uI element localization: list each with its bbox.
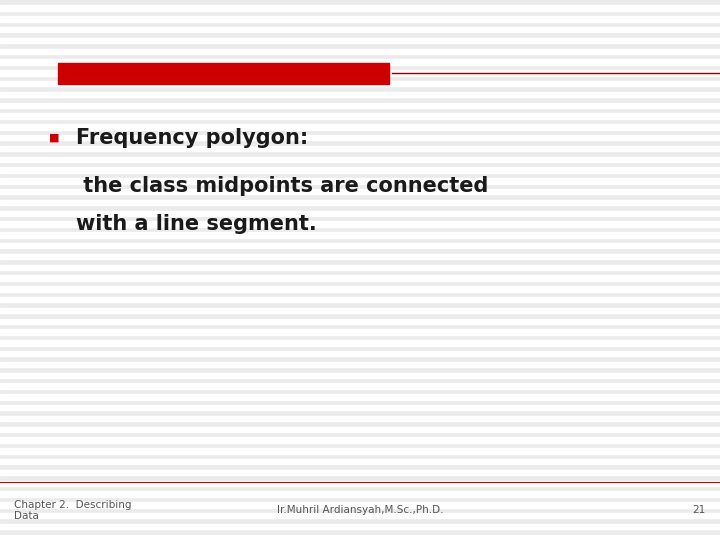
- Bar: [0, 491, 720, 497]
- Bar: [0, 27, 720, 32]
- Text: 21: 21: [693, 505, 706, 515]
- Text: Ir.Muhril Ardiansyah,M.Sc.,Ph.D.: Ir.Muhril Ardiansyah,M.Sc.,Ph.D.: [276, 505, 444, 515]
- Bar: [0, 103, 720, 108]
- Bar: [0, 437, 720, 443]
- Bar: [0, 319, 720, 324]
- Bar: [0, 232, 720, 238]
- Bar: [0, 329, 720, 335]
- Bar: [0, 308, 720, 313]
- Bar: [0, 459, 720, 464]
- Bar: [0, 275, 720, 281]
- Bar: [0, 427, 720, 432]
- Text: ■: ■: [49, 133, 59, 143]
- Bar: [0, 157, 720, 162]
- Bar: [0, 470, 720, 475]
- Bar: [0, 113, 720, 119]
- Bar: [0, 362, 720, 367]
- Text: with a line segment.: with a line segment.: [76, 214, 316, 234]
- Bar: [0, 178, 720, 184]
- Bar: [0, 394, 720, 400]
- Text: Frequency polygon:: Frequency polygon:: [76, 127, 308, 148]
- Bar: [0, 38, 720, 43]
- Bar: [0, 448, 720, 454]
- Bar: [0, 200, 720, 205]
- Bar: [58, 63, 389, 84]
- Bar: [0, 16, 720, 22]
- Bar: [0, 502, 720, 508]
- Bar: [0, 383, 720, 389]
- Text: the class midpoints are connected: the class midpoints are connected: [76, 176, 488, 197]
- Bar: [0, 5, 720, 11]
- Bar: [0, 189, 720, 194]
- Bar: [0, 286, 720, 292]
- Bar: [0, 92, 720, 97]
- Bar: [0, 59, 720, 65]
- Bar: [0, 351, 720, 356]
- Text: Chapter 2.  Describing
Data: Chapter 2. Describing Data: [14, 500, 132, 521]
- Bar: [0, 49, 720, 54]
- Bar: [0, 135, 720, 140]
- Bar: [0, 481, 720, 486]
- Bar: [0, 146, 720, 151]
- Bar: [0, 211, 720, 216]
- Bar: [0, 167, 720, 173]
- Bar: [0, 221, 720, 227]
- Bar: [0, 373, 720, 378]
- Bar: [0, 70, 720, 76]
- Bar: [0, 265, 720, 270]
- Bar: [0, 297, 720, 302]
- Bar: [0, 340, 720, 346]
- Bar: [0, 405, 720, 410]
- Bar: [0, 254, 720, 259]
- Bar: [0, 81, 720, 86]
- Bar: [0, 524, 720, 529]
- Bar: [0, 124, 720, 130]
- Bar: [0, 243, 720, 248]
- Bar: [0, 535, 720, 540]
- Bar: [0, 416, 720, 421]
- Bar: [0, 513, 720, 518]
